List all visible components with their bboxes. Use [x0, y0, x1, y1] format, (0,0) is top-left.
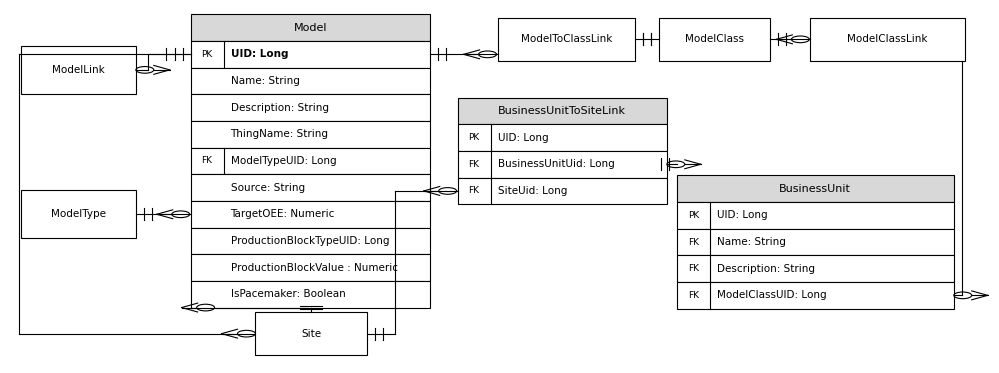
- Bar: [677, 282, 954, 309]
- Text: Site: Site: [301, 329, 322, 339]
- Bar: [191, 41, 430, 68]
- Text: FK: FK: [687, 238, 698, 247]
- Bar: [191, 148, 430, 174]
- Text: Name: String: Name: String: [716, 237, 785, 247]
- Bar: [191, 174, 430, 201]
- Text: ModelClass: ModelClass: [685, 34, 744, 44]
- Text: BusinessUnitUid: Long: BusinessUnitUid: Long: [498, 159, 614, 169]
- Bar: [498, 18, 635, 61]
- Bar: [458, 124, 667, 151]
- Text: FK: FK: [687, 264, 698, 273]
- Text: UID: Long: UID: Long: [231, 49, 288, 59]
- Bar: [677, 202, 954, 229]
- Text: TargetOEE: Numeric: TargetOEE: Numeric: [231, 209, 335, 219]
- Bar: [458, 98, 667, 124]
- Text: Source: String: Source: String: [231, 183, 305, 192]
- Text: Model: Model: [294, 23, 327, 33]
- Text: PK: PK: [687, 211, 699, 220]
- Bar: [677, 175, 954, 202]
- Bar: [191, 201, 430, 228]
- Bar: [191, 228, 430, 254]
- Text: IsPacemaker: Boolean: IsPacemaker: Boolean: [231, 289, 346, 299]
- Bar: [810, 18, 965, 61]
- Text: Description: String: Description: String: [231, 103, 329, 113]
- Text: PK: PK: [202, 50, 213, 59]
- Text: ModelType: ModelType: [51, 209, 106, 219]
- Bar: [191, 281, 430, 308]
- Bar: [21, 190, 136, 238]
- Text: ModelTypeUID: Long: ModelTypeUID: Long: [231, 156, 336, 166]
- Bar: [677, 256, 954, 282]
- Bar: [677, 229, 954, 256]
- Bar: [256, 312, 367, 355]
- Text: UID: Long: UID: Long: [716, 210, 767, 220]
- Text: ModelToClassLink: ModelToClassLink: [520, 34, 612, 44]
- Text: UID: Long: UID: Long: [498, 133, 548, 142]
- Text: FK: FK: [687, 291, 698, 300]
- Text: ThingName: String: ThingName: String: [231, 129, 329, 139]
- Bar: [191, 68, 430, 94]
- Text: FK: FK: [469, 186, 480, 195]
- Text: BusinessUnit: BusinessUnit: [779, 184, 851, 194]
- Bar: [659, 18, 770, 61]
- Text: PK: PK: [469, 133, 480, 142]
- Text: ProductionBlockValue : Numeric: ProductionBlockValue : Numeric: [231, 263, 398, 273]
- Text: ModelClassUID: Long: ModelClassUID: Long: [716, 290, 826, 300]
- Text: FK: FK: [469, 160, 480, 169]
- Bar: [191, 121, 430, 148]
- Bar: [458, 178, 667, 204]
- Text: ModelLink: ModelLink: [52, 65, 105, 75]
- Text: Name: String: Name: String: [231, 76, 300, 86]
- Text: ProductionBlockTypeUID: Long: ProductionBlockTypeUID: Long: [231, 236, 389, 246]
- Bar: [21, 46, 136, 94]
- Text: ModelClassLink: ModelClassLink: [847, 34, 928, 44]
- Bar: [458, 151, 667, 178]
- Text: BusinessUnitToSiteLink: BusinessUnitToSiteLink: [499, 106, 626, 116]
- Text: FK: FK: [202, 156, 213, 166]
- Bar: [191, 94, 430, 121]
- Text: SiteUid: Long: SiteUid: Long: [498, 186, 566, 196]
- Bar: [191, 14, 430, 41]
- Text: Description: String: Description: String: [716, 264, 814, 274]
- Bar: [191, 254, 430, 281]
